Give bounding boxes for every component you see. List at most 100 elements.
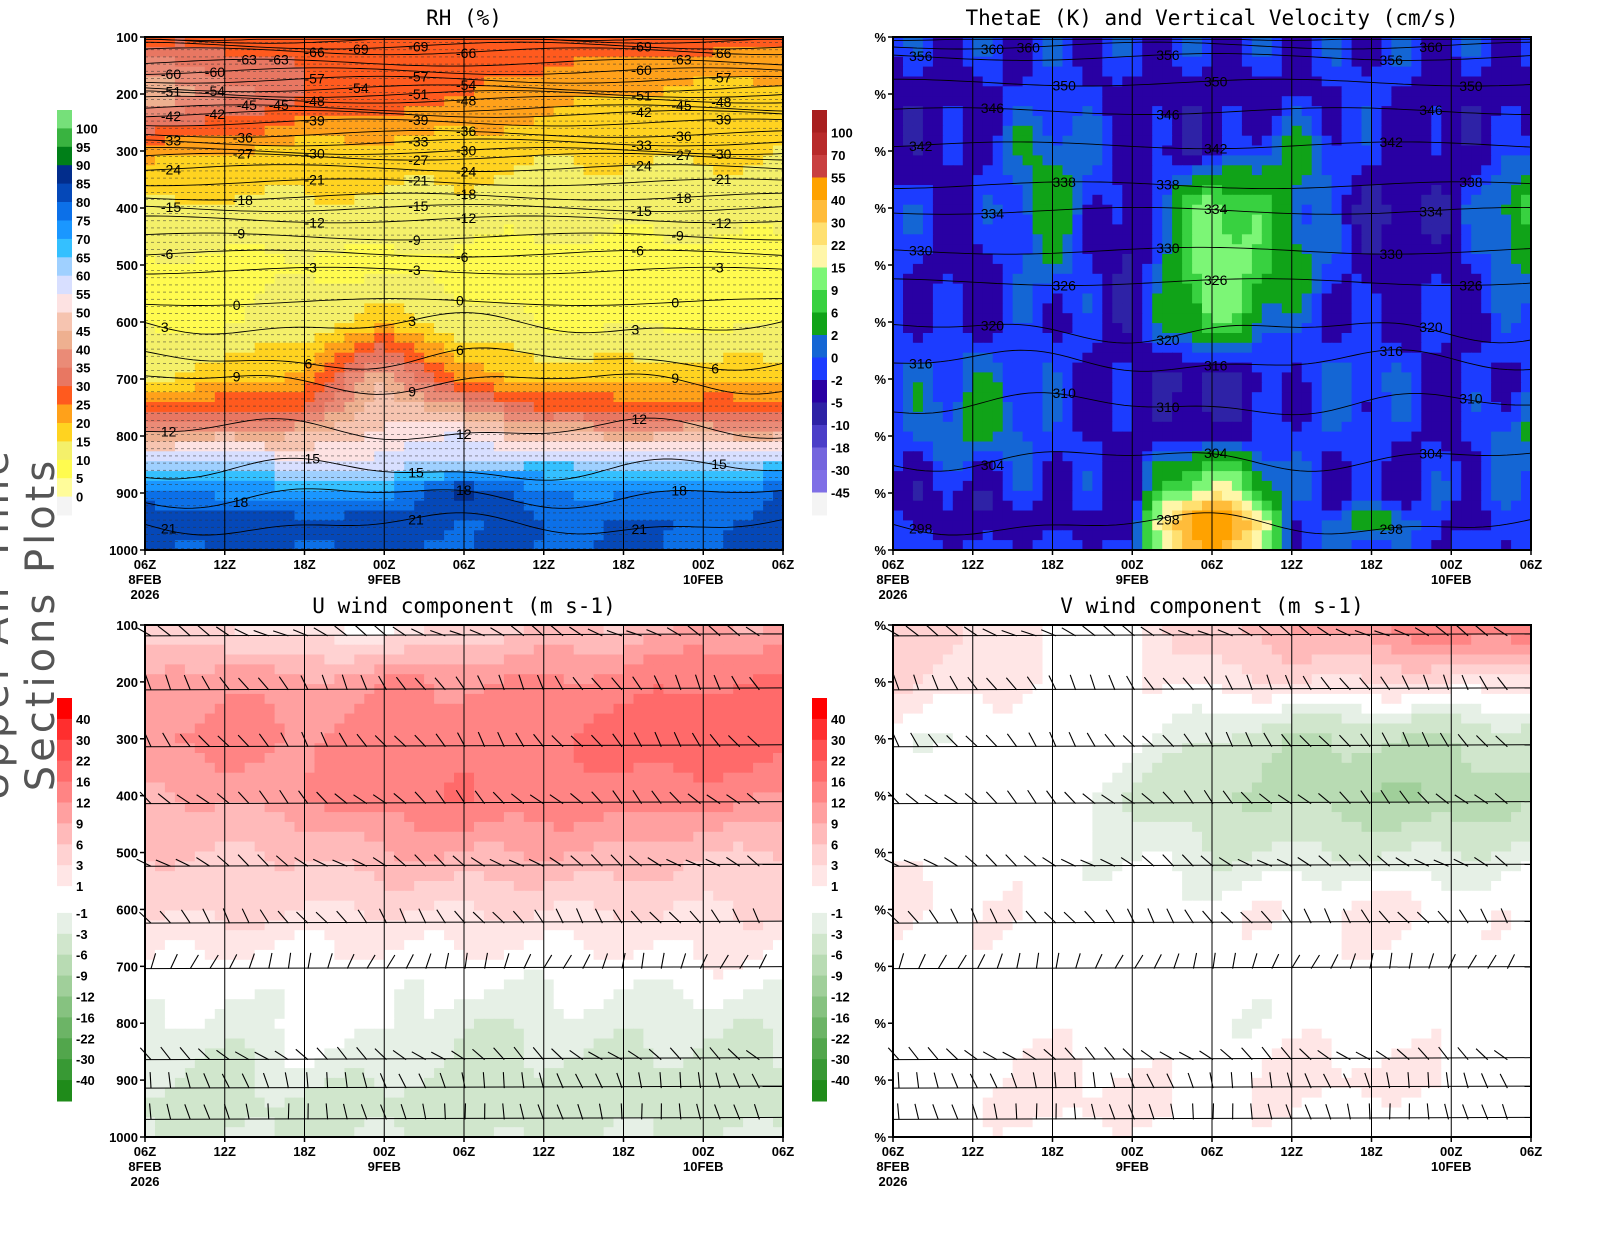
field-cell [583, 46, 595, 58]
field-cell [194, 37, 206, 48]
field-cell [1421, 46, 1432, 58]
field-cell [523, 402, 535, 413]
field-cell [344, 490, 355, 502]
field-cell [394, 382, 405, 393]
field-cell [434, 283, 445, 295]
field-cell [304, 382, 316, 393]
field-cell [164, 392, 176, 403]
field-cell [1012, 145, 1024, 156]
field-cell [513, 510, 525, 521]
field-cell [324, 540, 335, 551]
field-cell [324, 96, 335, 107]
field-cell [932, 86, 944, 97]
field-cell [274, 96, 286, 107]
field-cell [354, 421, 365, 433]
field-cell [543, 451, 555, 462]
field-cell [294, 254, 306, 265]
field-cell [1401, 204, 1412, 216]
contour-line [144, 312, 784, 335]
field-cell [743, 451, 754, 462]
field-cell [643, 135, 654, 147]
field-cell [982, 46, 994, 58]
field-cell [593, 530, 605, 541]
field-cell [1391, 125, 1402, 137]
contour-label: -57 [711, 70, 731, 86]
field-cell [1012, 224, 1024, 235]
field-cell [1271, 185, 1283, 196]
field-cell [274, 421, 286, 433]
field-cell [184, 471, 196, 482]
field-cell [972, 165, 984, 176]
field-cell [553, 293, 565, 304]
field-cell [583, 431, 595, 443]
field-cell [912, 86, 924, 97]
field-cell [274, 46, 286, 58]
field-cell [763, 441, 774, 452]
field-cell [972, 244, 984, 255]
field-cell [743, 86, 754, 97]
field-cell [982, 194, 994, 206]
field-cell [1311, 46, 1323, 58]
field-cell [174, 165, 186, 176]
field-cell [733, 333, 744, 344]
field-cell [304, 342, 316, 354]
field-cell [254, 540, 266, 551]
field-cell [483, 441, 495, 452]
field-cell [1152, 66, 1163, 78]
field-cell [513, 431, 525, 443]
field-cell [1511, 224, 1522, 235]
field-cell [384, 214, 395, 226]
field-cell [1012, 115, 1024, 127]
field-cell [1092, 76, 1103, 87]
field-cell [234, 471, 246, 482]
field-cell [234, 106, 246, 117]
field-cell [942, 37, 954, 48]
field-cell [503, 273, 515, 285]
field-cell [723, 145, 734, 156]
field-cell [174, 313, 186, 324]
field-cell [434, 510, 445, 521]
field-cell [1032, 125, 1044, 137]
field-cell [1431, 37, 1442, 48]
field-cell [992, 224, 1004, 235]
field-cell [184, 421, 196, 433]
field-cell [1341, 106, 1353, 117]
field-cell [314, 145, 326, 156]
field-cell [1152, 56, 1163, 68]
field-cell [244, 135, 256, 147]
field-cell [334, 234, 345, 245]
field-cell [583, 224, 595, 235]
y-tick-label: 500 [116, 258, 138, 273]
field-cell [374, 86, 385, 97]
field-cell [633, 362, 645, 374]
field-cell [224, 480, 236, 492]
field-cell [474, 194, 485, 206]
field-cell [713, 441, 724, 452]
field-cell [543, 254, 555, 265]
field-cell [404, 510, 415, 521]
field-cell [743, 194, 754, 206]
field-cell [1441, 234, 1452, 245]
field-cell [474, 362, 485, 374]
field-cell [274, 194, 286, 206]
field-cell [334, 46, 345, 58]
field-cell [623, 185, 635, 196]
field-cell [673, 392, 684, 403]
field-cell [274, 254, 286, 265]
field-cell [474, 224, 485, 235]
field-cell [384, 471, 395, 482]
field-cell [174, 362, 186, 374]
field-cell [444, 461, 455, 472]
field-cell [394, 273, 405, 285]
field-cell [1501, 86, 1512, 97]
field-cell [314, 273, 326, 285]
field-cell [414, 194, 425, 206]
field-cell [364, 155, 375, 166]
field-cell [1002, 56, 1014, 68]
field-cell [364, 431, 375, 443]
field-cell [773, 461, 784, 472]
field-cell [673, 145, 684, 156]
x-tick-label: 00Z [373, 557, 395, 572]
field-cell [434, 313, 445, 324]
field-cell [593, 254, 605, 265]
